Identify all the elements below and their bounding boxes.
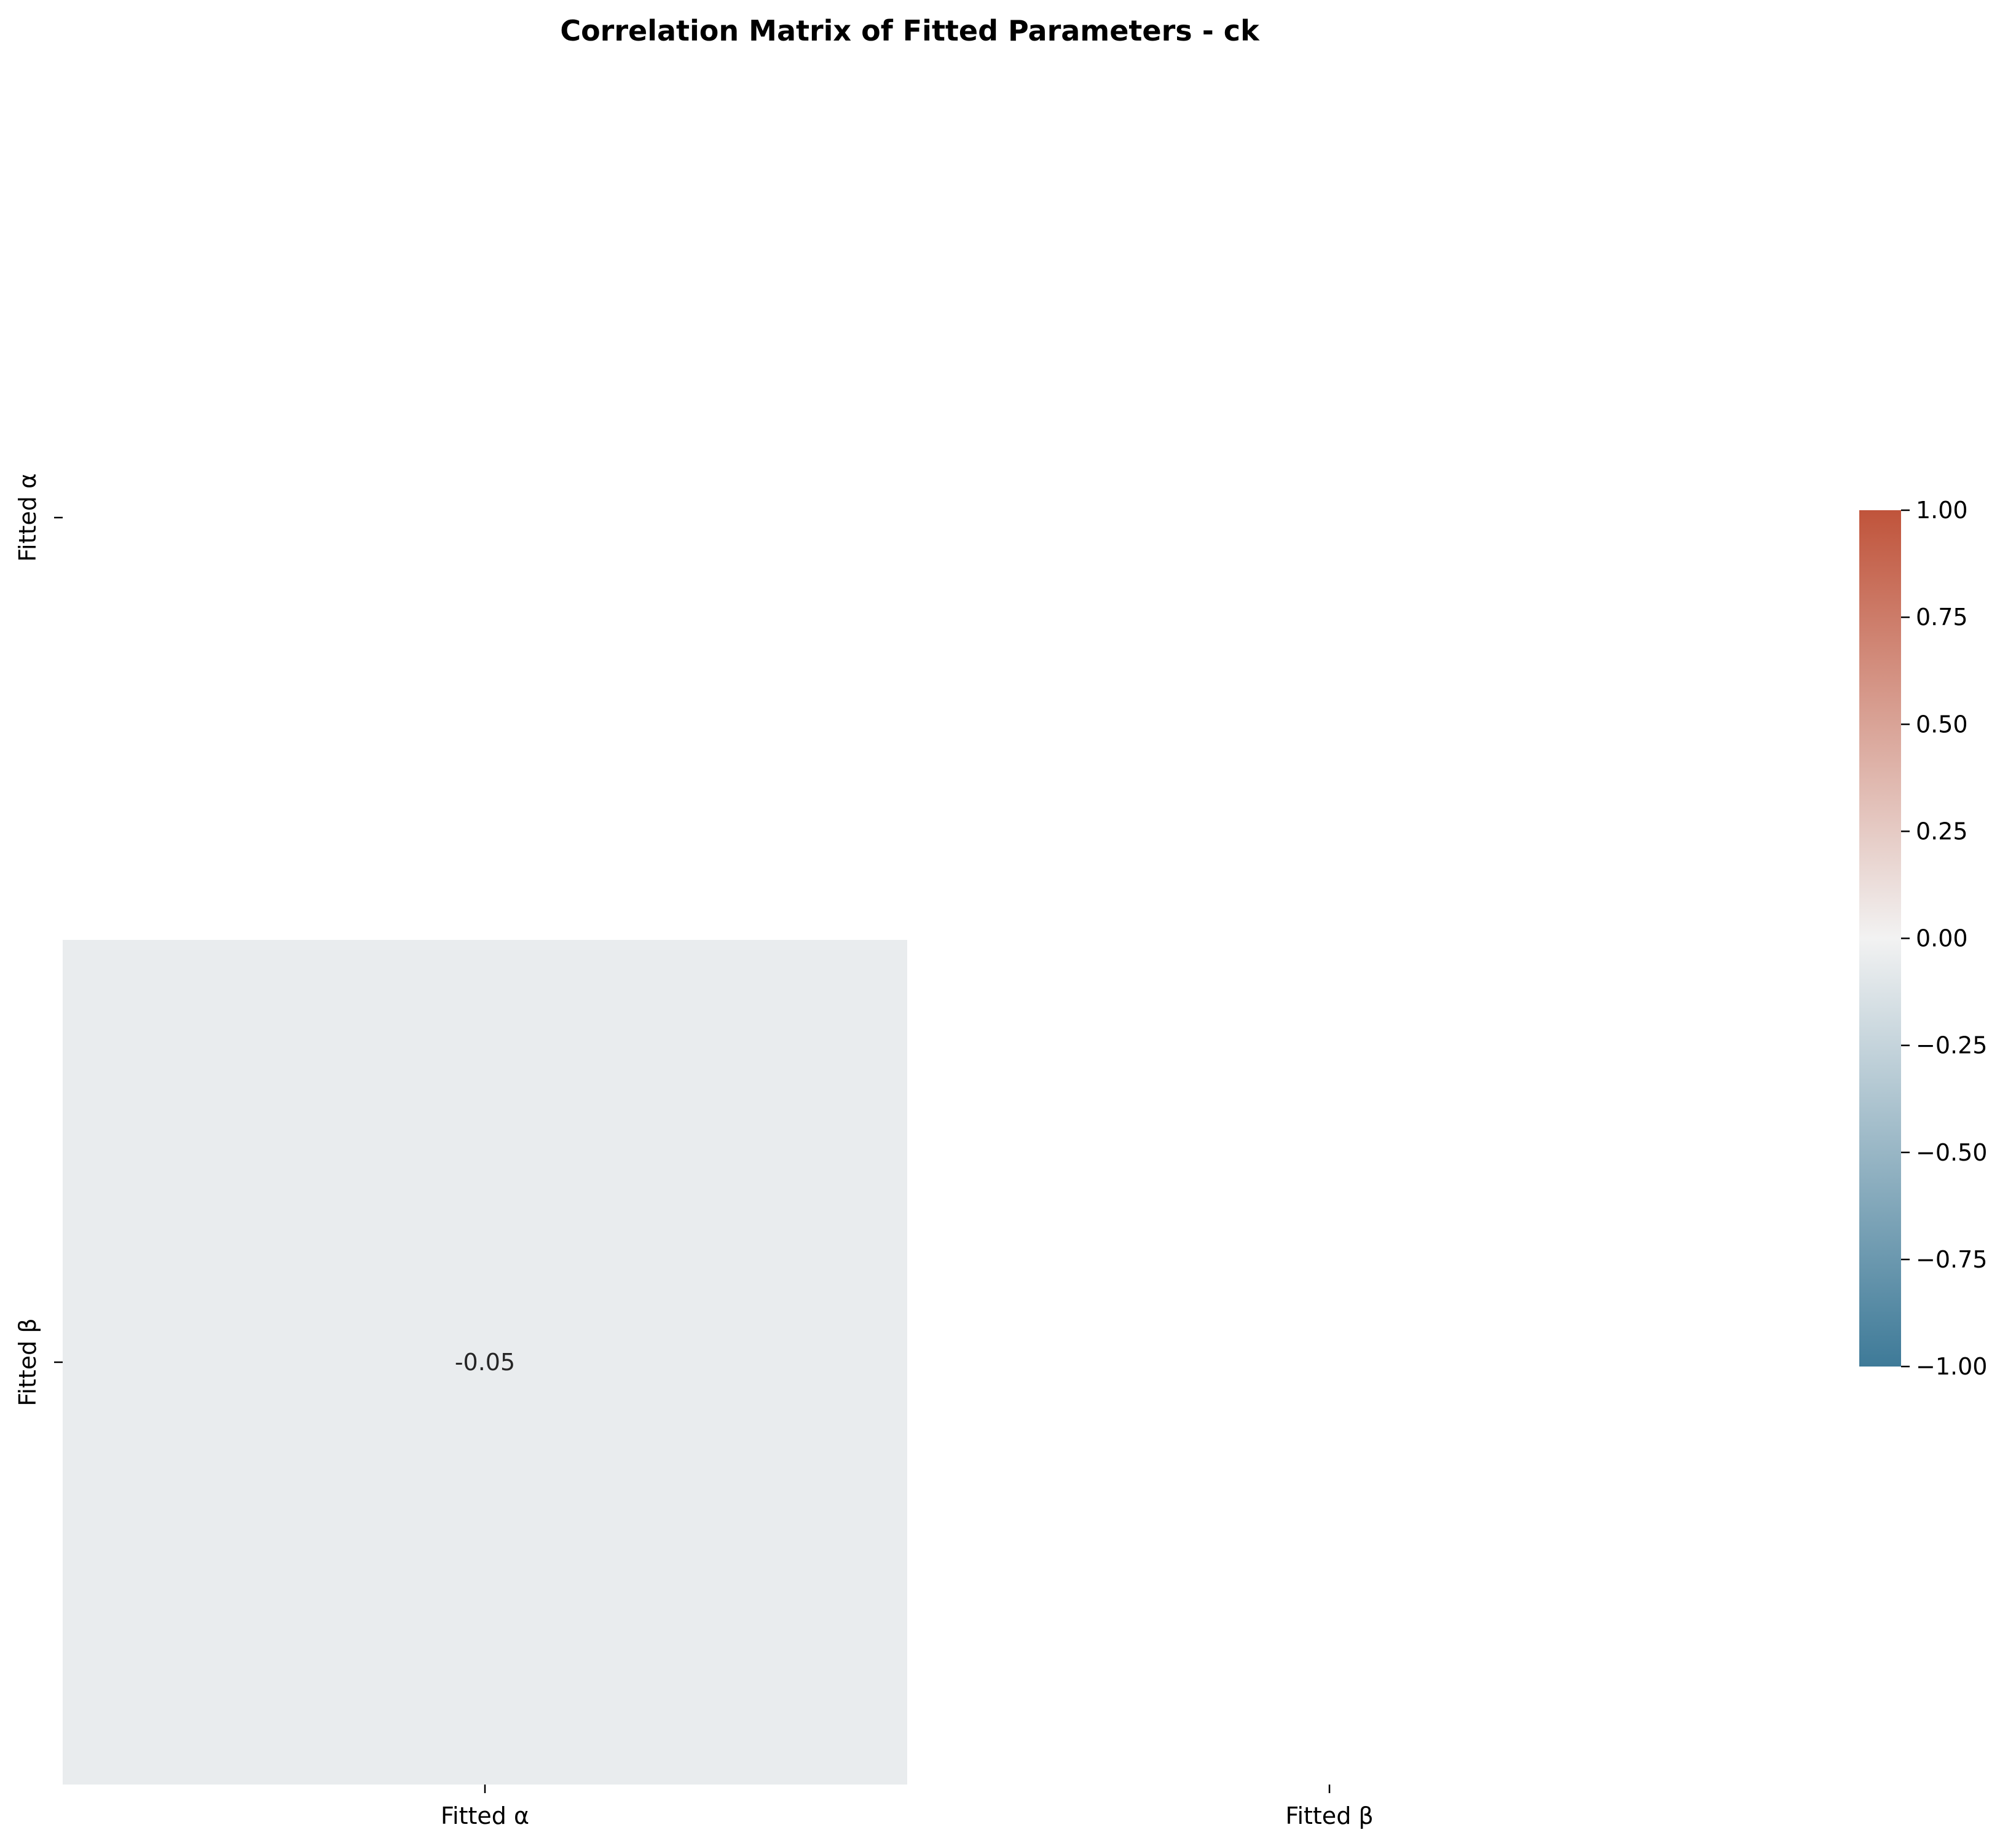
colorbar-tick-label: −0.75 bbox=[1916, 1246, 1987, 1273]
colorbar-tick-label: −0.25 bbox=[1916, 1032, 1987, 1059]
colorbar-tick-label: 0.00 bbox=[1916, 925, 1968, 952]
x-axis: Fitted α Fitted β bbox=[441, 1785, 1374, 1829]
cell-value-label: -0.05 bbox=[455, 1349, 515, 1376]
colorbar-tick-label: 0.50 bbox=[1916, 711, 1968, 738]
colorbar-tick-label: 0.25 bbox=[1916, 818, 1968, 845]
x-tick-label: Fitted β bbox=[1285, 1802, 1373, 1829]
colorbar-gradient bbox=[1859, 510, 1901, 1367]
y-tick-label: Fitted β bbox=[14, 1318, 41, 1406]
x-tick-label: Fitted α bbox=[441, 1802, 529, 1829]
chart-title: Correlation Matrix of Fitted Parameters … bbox=[560, 14, 1260, 47]
colorbar: 1.00 0.75 0.50 0.25 0.00 −0.25 −0.50 −0.75 −1.00 bbox=[1859, 497, 1987, 1380]
colorbar-tick-label: −0.50 bbox=[1916, 1139, 1987, 1166]
heatmap-cell bbox=[63, 940, 907, 1785]
colorbar-tick-label: −1.00 bbox=[1916, 1353, 1987, 1380]
y-tick-label: Fitted α bbox=[14, 473, 41, 562]
heatmap-cells: -0.05 bbox=[63, 940, 907, 1785]
colorbar-tick-label: 0.75 bbox=[1916, 604, 1968, 631]
colorbar-tick-label: 1.00 bbox=[1916, 497, 1968, 524]
y-axis: Fitted α Fitted β bbox=[14, 473, 63, 1406]
